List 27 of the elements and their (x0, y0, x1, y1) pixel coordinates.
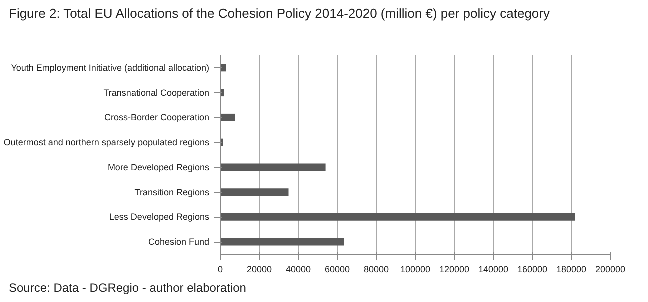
y-tick-label: Cohesion Fund (148, 237, 210, 248)
x-tick-label: 180000 (556, 264, 587, 274)
y-tick-label: Less Developed Regions (109, 212, 210, 222)
y-tick-label: Transnational Cooperation (104, 88, 210, 98)
x-tick-label: 40000 (286, 264, 312, 274)
y-tick-label: Transition Regions (134, 187, 210, 198)
x-tick-label: 0 (218, 264, 224, 274)
y-tick-label: More Developed Regions (108, 162, 210, 172)
x-tick-label: 60000 (324, 264, 350, 274)
chart-title: Figure 2: Total EU Allocations of the Cohesion Policy 2014-2020 (million €) per policy category (9, 5, 550, 22)
bar (220, 164, 326, 172)
x-tick-label: 20000 (246, 264, 272, 274)
x-tick-label: 100000 (400, 264, 431, 274)
bar (220, 114, 236, 122)
bar (220, 64, 226, 72)
x-tick-label: 140000 (478, 264, 509, 274)
y-tick-label: Youth Employment Initiative (additional allocation) (11, 62, 210, 73)
bar (220, 213, 576, 221)
x-tick-label: 80000 (364, 264, 390, 274)
bar (220, 238, 344, 246)
source-note: Source: Data - DGRegio - author elaboration (9, 280, 246, 297)
y-tick-label: Outermost and northern sparsely populated regions (4, 138, 210, 148)
x-tick-label: 120000 (439, 264, 470, 274)
x-tick-label: 200000 (595, 264, 626, 274)
y-tick-label: Cross-Border Cooperation (104, 112, 210, 123)
bar (220, 188, 289, 196)
x-tick-label: 160000 (517, 264, 548, 274)
